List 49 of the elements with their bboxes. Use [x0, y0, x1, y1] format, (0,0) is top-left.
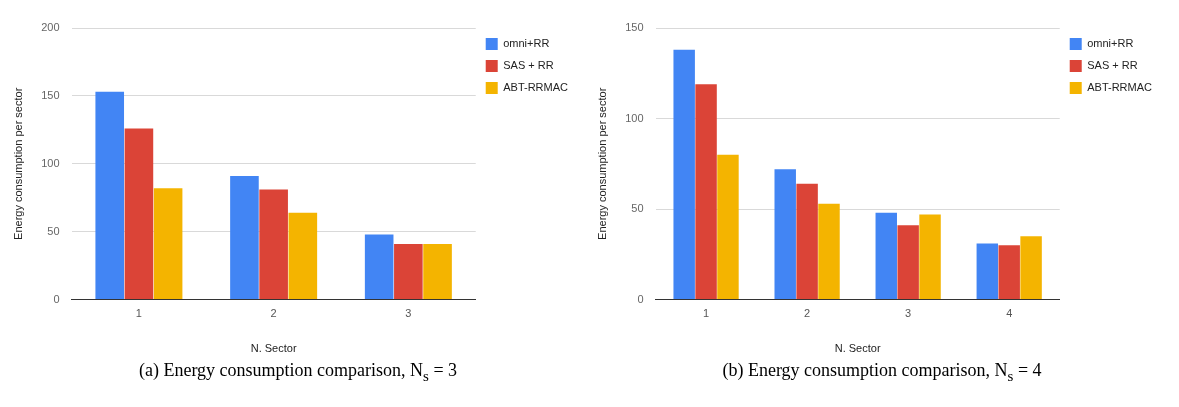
bar: [259, 189, 288, 300]
bar: [364, 234, 394, 300]
legend-label: SAS + RR: [503, 59, 554, 72]
y-tick-label: 150: [41, 88, 60, 101]
bar: [288, 212, 318, 300]
y-tick-label: 200: [41, 21, 60, 34]
bar: [796, 183, 818, 300]
bar: [1020, 236, 1042, 300]
x-axis-title: N. Sector: [834, 342, 881, 355]
y-tick-label: 150: [625, 21, 644, 34]
x-tick-label: 2: [270, 307, 277, 320]
legend-label: ABT-RRMAC: [1087, 81, 1153, 94]
x-tick-label: 3: [905, 307, 912, 320]
bar: [95, 91, 125, 300]
bar: [673, 49, 695, 300]
x-tick-label: 4: [1006, 307, 1013, 320]
y-tick-label: 100: [625, 111, 644, 124]
bar: [774, 169, 796, 300]
bar: [919, 214, 941, 300]
bar: [717, 154, 739, 300]
bar: [998, 245, 1020, 300]
legend-label: omni+RR: [503, 37, 550, 50]
y-axis-title: Energy consumption per sector: [11, 87, 24, 240]
legend-label: SAS + RR: [1087, 59, 1138, 72]
x-tick-label: 2: [804, 307, 811, 320]
bar: [897, 225, 919, 300]
text: (b) Energy consumption comparison, N$_{s}$ = 4: [721, 360, 1043, 385]
bar: [423, 243, 452, 300]
bar: [394, 243, 423, 300]
bar: [153, 188, 183, 300]
y-axis-title: Energy consumption per sector: [595, 87, 608, 240]
y-tick-label: 100: [41, 156, 60, 169]
y-tick-label: 50: [631, 202, 644, 215]
y-tick-label: 0: [53, 292, 60, 305]
bar: [230, 176, 259, 300]
bar: [818, 203, 840, 300]
bar: [976, 243, 999, 300]
legend-label: omni+RR: [1087, 37, 1134, 50]
bar: [124, 128, 154, 300]
y-tick-label: 0: [637, 292, 644, 305]
x-axis-title: N. Sector: [250, 342, 297, 355]
x-tick-label: 1: [703, 307, 710, 320]
y-tick-label: 50: [47, 224, 60, 237]
bar: [875, 212, 897, 300]
text: (a) Energy consumption comparison, N$_{s}$ = 3: [137, 360, 459, 385]
bar: [695, 84, 717, 300]
x-tick-label: 1: [135, 307, 142, 320]
x-tick-label: 3: [405, 307, 412, 320]
legend-label: ABT-RRMAC: [503, 81, 569, 94]
